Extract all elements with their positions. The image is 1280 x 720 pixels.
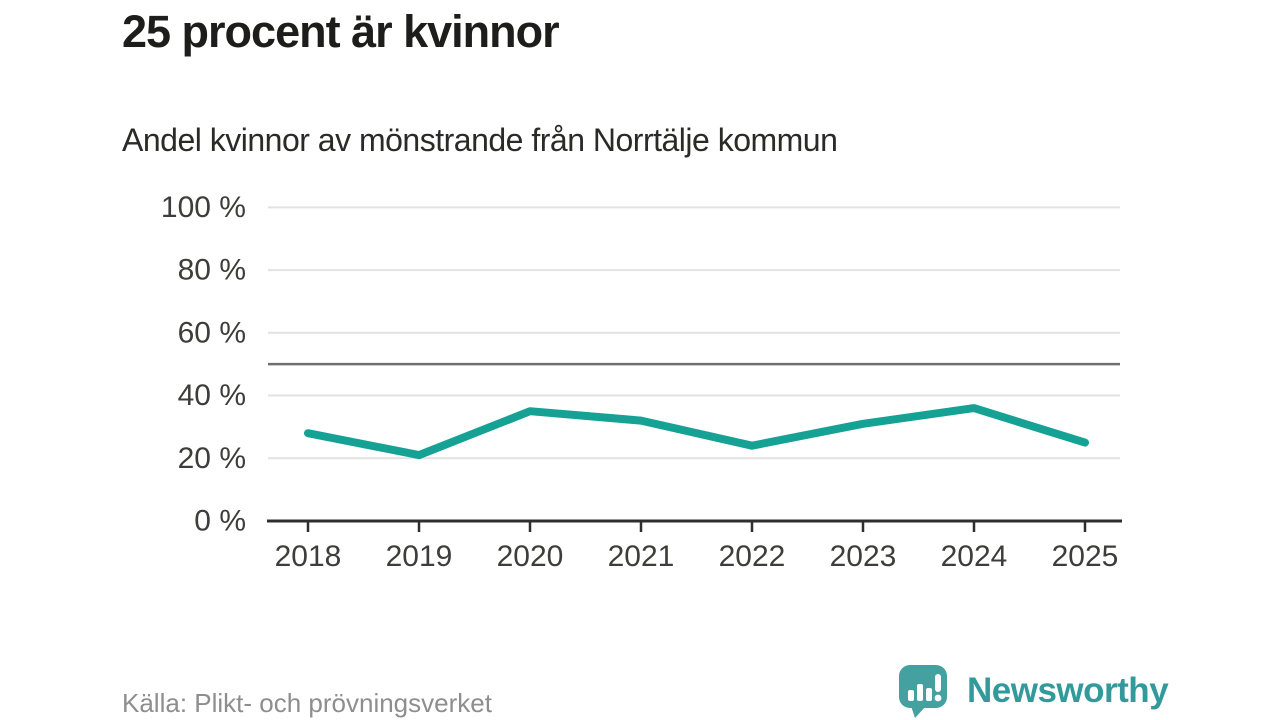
headline: 25 procent är kvinnor (122, 6, 560, 57)
source-note: Källa: Plikt- och prövningsverket (122, 688, 492, 718)
logo-exclamation-bar (935, 674, 941, 692)
x-axis-tick-label: 2024 (941, 540, 1008, 573)
y-axis-tick-label: 20 % (178, 442, 246, 475)
data-line-andel-kvinnor (304, 404, 1089, 460)
newsworthy-logo-icon (899, 665, 947, 718)
logo-bar-medium (917, 684, 923, 701)
y-axis-tick-label: 80 % (178, 254, 246, 287)
x-axis-tick-label: 2019 (386, 540, 453, 573)
line-chart: 0 % 20 % 40 % 60 % 80 % 100 % 2018 2019 2020 2021… (161, 191, 1122, 573)
x-axis-tick-label: 2022 (719, 540, 786, 573)
y-axis-tick-label: 40 % (178, 379, 246, 412)
y-axis-tick-label: 60 % (178, 316, 246, 349)
logo-exclamation-dot (934, 694, 942, 702)
logo-bar-large (926, 688, 932, 701)
x-axis-tick-label: 2020 (497, 540, 564, 573)
x-axis-tick-label: 2021 (608, 540, 675, 573)
newsworthy-logo: Newsworthy (898, 664, 1169, 718)
x-axis-tick-label: 2018 (275, 540, 342, 573)
newsworthy-wordmark: Newsworthy (967, 671, 1169, 710)
x-axis-tick-label: 2023 (830, 540, 897, 573)
chart-title: Andel kvinnor av mönstrande från Norrtäl… (122, 122, 838, 158)
x-axis-tick-label: 2025 (1052, 540, 1119, 573)
logo-bar-small (908, 690, 914, 701)
y-axis-tick-label: 0 % (194, 505, 246, 538)
y-axis-tick-label: 100 % (161, 191, 246, 224)
